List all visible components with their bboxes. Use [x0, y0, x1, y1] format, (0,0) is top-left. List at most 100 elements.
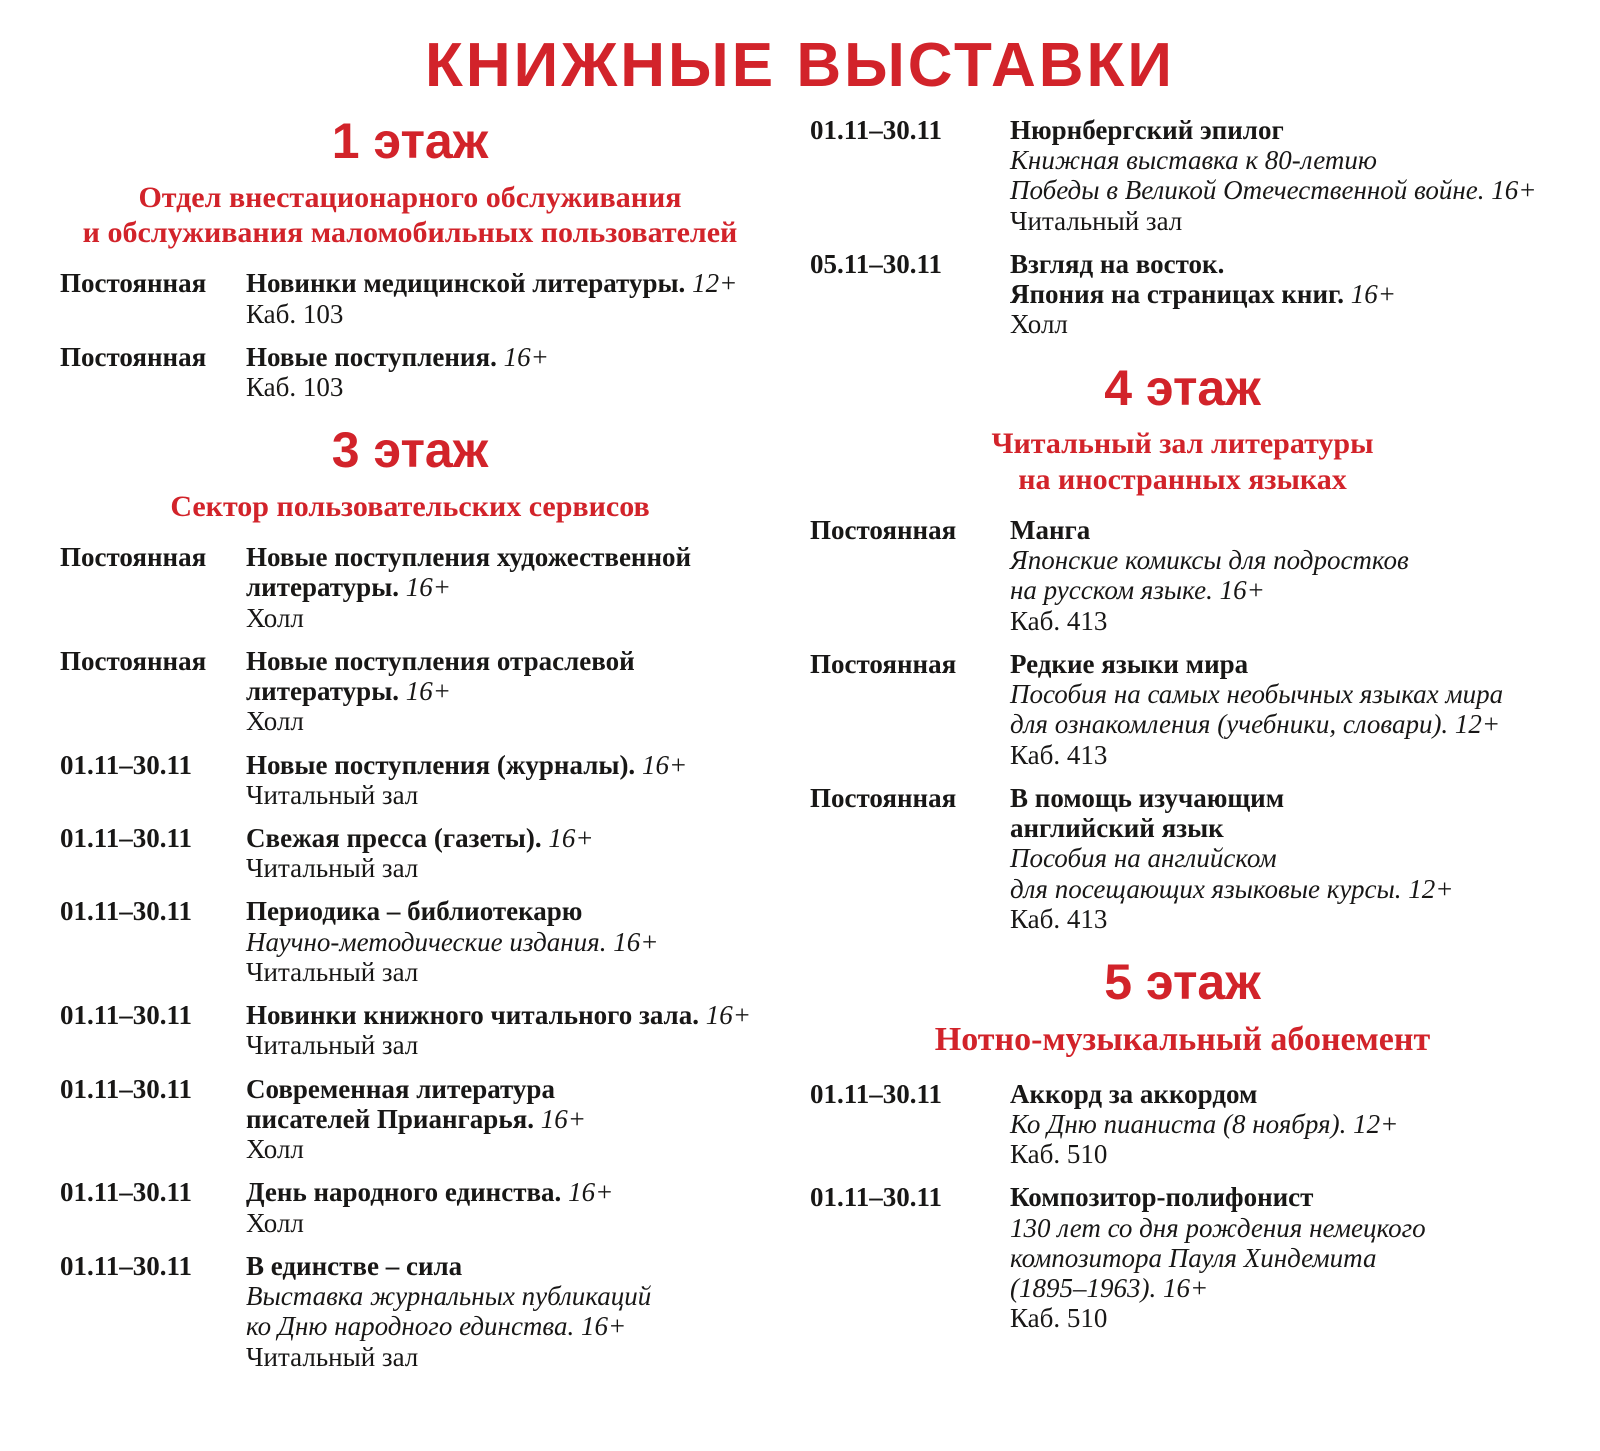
entry-info: Современная литература писателей Прианга… [246, 1074, 760, 1165]
entry-title-text: Новинки книжного читального зала. [246, 1000, 699, 1031]
department-heading: Читальный зал литературы на иностранных … [810, 426, 1555, 497]
left-column: 1 этаж Отдел внестационарного обслуживан… [60, 115, 760, 1385]
entry-info: Композитор-полифонист 130 лет со дня рож… [1010, 1182, 1555, 1333]
entry-title-line: писателей Приангарья. 16+ [246, 1104, 760, 1134]
entry-title-line: Нюрнбергский эпилог [1010, 115, 1284, 145]
page-title: КНИЖНЫЕ ВЫСТАВКИ [425, 31, 1175, 100]
exhibition-entry: 01.11–30.11 Новые поступления (журналы).… [60, 750, 760, 810]
exhibition-entry: 01.11–30.11 Аккорд за аккордом Ко Дню пи… [810, 1079, 1555, 1170]
entry-title-line: Взгляд на восток. [1010, 248, 1225, 279]
entry-age-badge: 16+ [540, 1103, 586, 1134]
entry-detail-line: для ознакомления (учебники, словари). 12… [1010, 709, 1501, 740]
entry-detail-line: (1895–1963). 16+ [1010, 1272, 1209, 1303]
department-heading: Нотно-музыкальный абонемент [810, 1020, 1555, 1060]
entry-location: Читальный зал [246, 853, 419, 884]
entry-info: Новые поступления художественной литерат… [246, 542, 760, 633]
exhibition-entry: Постоянная Новинки медицинской литератур… [60, 268, 760, 328]
entry-date: Постоянная [810, 648, 957, 679]
entry-date: 01.11–30.11 [810, 1078, 943, 1109]
entry-date: 01.11–30.11 [60, 822, 193, 853]
entry-location: Читальный зал [246, 1341, 419, 1372]
entry-title-text: Свежая пресса (газеты). [246, 822, 542, 853]
entry-title-text: Япония на страницах книг. [1010, 279, 1344, 310]
exhibition-entry: Постоянная Редкие языки мира Пособия на … [810, 649, 1555, 770]
entry-location: Холл [246, 602, 304, 633]
entry-location: Читальный зал [246, 1030, 419, 1061]
entry-date: Постоянная [60, 341, 207, 372]
exhibition-entry: 01.11–30.11 Современная литература писат… [60, 1074, 760, 1165]
entry-age-badge: 16+ [503, 341, 549, 372]
entry-title-text: Новые поступления (журналы). [246, 749, 636, 780]
exhibition-entry: Постоянная Новые поступления отраслевой … [60, 646, 760, 737]
section-floor-5: 5 этаж Нотно-музыкальный абонемент 01.11… [810, 956, 1555, 1333]
entry-location: Каб. 413 [1010, 739, 1108, 770]
entry-detail-line: композитора Пауля Хиндемита [1010, 1242, 1377, 1273]
entry-date: 05.11–30.11 [810, 248, 943, 279]
entry-date: Постоянная [60, 542, 207, 573]
entry-location: Каб. 103 [246, 371, 344, 402]
exhibition-entry: 01.11–30.11 Новинки книжного читального … [60, 1000, 760, 1060]
entry-title-text: писателей Приангарья. [246, 1103, 534, 1134]
exhibition-entry: 01.11–30.11 Периодика – библиотекарю Нау… [60, 896, 760, 987]
department-line: и обслуживания маломобильных пользовател… [82, 215, 738, 249]
entry-title-line: В единстве – сила [246, 1250, 463, 1281]
entry-info: Нюрнбергский эпилог Книжная выставка к 8… [1010, 115, 1555, 236]
entry-location: Каб. 413 [1010, 605, 1108, 636]
entry-info: Периодика – библиотекарю Научно-методиче… [246, 896, 760, 987]
entry-title-text: литературы. [246, 676, 400, 707]
entry-info: Новинки медицинской литературы. 12+ Каб.… [246, 268, 760, 328]
entry-date: 01.11–30.11 [60, 896, 193, 927]
right-column: 01.11–30.11 Нюрнбергский эпилог Книжная … [810, 115, 1555, 1385]
entry-date: 01.11–30.11 [60, 749, 193, 780]
entry-date: 01.11–30.11 [60, 1177, 193, 1208]
entry-detail-line: Японские комиксы для подростков [1010, 545, 1409, 576]
two-column-layout: 1 этаж Отдел внестационарного обслуживан… [0, 115, 1600, 1385]
entry-title-text: День народного единства. [246, 1177, 562, 1208]
entry-title-line: Свежая пресса (газеты). 16+ [246, 823, 760, 853]
entry-title-line: Новые поступления (журналы). 16+ [246, 750, 760, 780]
entry-title-line: Манга [1010, 514, 1091, 545]
entry-detail-line: Научно-методические издания. 16+ [246, 926, 659, 957]
entry-location: Каб. 103 [246, 298, 344, 329]
entry-detail-line: 130 лет со дня рождения немецкого [1010, 1212, 1426, 1243]
entry-location: Читальный зал [246, 956, 419, 987]
entry-date: Постоянная [810, 514, 957, 545]
entry-info: Аккорд за аккордом Ко Дню пианиста (8 но… [1010, 1079, 1555, 1170]
exhibition-entry: Постоянная Новые поступления художествен… [60, 542, 760, 633]
entry-location: Холл [246, 706, 304, 737]
entry-detail-line: Победы в Великой Отечественной войне. 16… [1010, 175, 1537, 206]
entry-info: День народного единства. 16+ Холл [246, 1177, 760, 1237]
entry-title-text: литературы. [246, 572, 400, 603]
department-line: Сектор пользовательских сервисов [170, 489, 650, 523]
entry-detail-line: на русском языке. 16+ [1010, 575, 1265, 606]
entry-detail-line: ко Дню народного единства. 16+ [246, 1311, 627, 1342]
department-line: Нотно-музыкальный абонемент [934, 1021, 1431, 1059]
entry-title-line: английский язык [1010, 813, 1224, 844]
entry-title-line: Новые поступления художественной [246, 542, 692, 573]
entry-age-badge: 12+ [692, 268, 738, 299]
entry-location: Каб. 510 [1010, 1139, 1108, 1170]
entry-detail-line: Пособия на самых необычных языках мира [1010, 679, 1504, 710]
entry-date: Постоянная [60, 268, 207, 299]
entry-location: Холл [246, 1207, 304, 1238]
entry-title-line: литературы. 16+ [246, 572, 760, 602]
exhibition-entry: Постоянная Манга Японские комиксы для по… [810, 515, 1555, 636]
entry-location: Читальный зал [246, 779, 419, 810]
entry-date: 01.11–30.11 [810, 115, 943, 145]
entry-detail-line: Книжная выставка к 80-летию [1010, 145, 1377, 176]
entry-title-line: Современная литература [246, 1073, 555, 1104]
entry-location: Каб. 413 [1010, 903, 1108, 934]
entry-info: Взгляд на восток. Япония на страницах кн… [1010, 249, 1555, 340]
entry-info: Новые поступления отраслевой литературы.… [246, 646, 760, 737]
exhibition-entry: 01.11–30.11 Композитор-полифонист 130 ле… [810, 1182, 1555, 1333]
entry-info: Новые поступления (журналы). 16+ Читальн… [246, 750, 760, 810]
entry-info: Свежая пресса (газеты). 16+ Читальный за… [246, 823, 760, 883]
entry-title-line: День народного единства. 16+ [246, 1177, 760, 1207]
department-line: Читальный зал литературы [991, 427, 1374, 461]
floor-heading: 5 этаж [1104, 953, 1261, 1010]
entry-detail-line: Выставка журнальных публикаций [246, 1281, 652, 1312]
entry-title-line: Периодика – библиотекарю [246, 896, 583, 927]
entry-info: Новые поступления. 16+ Каб. 103 [246, 342, 760, 402]
section-floor-4: 4 этаж Читальный зал литературы на иност… [810, 362, 1555, 934]
exhibition-entry: Постоянная В помощь изучающим английский… [810, 783, 1555, 934]
